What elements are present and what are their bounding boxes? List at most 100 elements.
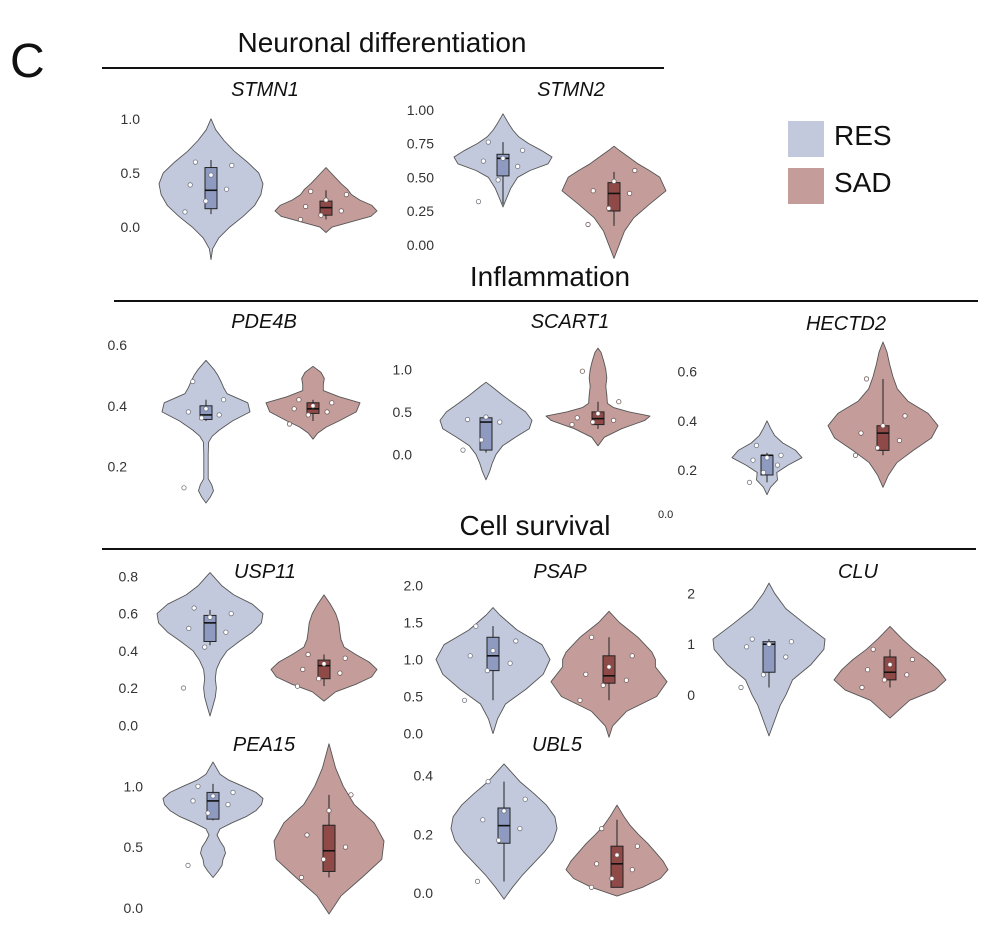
data-point bbox=[297, 216, 304, 223]
violin-panel-ubl5: UBL5 0.4 0.2 0.0 bbox=[414, 734, 669, 901]
data-point bbox=[190, 378, 196, 385]
y-tick-label: 0.2 bbox=[678, 462, 698, 478]
data-point bbox=[195, 783, 201, 789]
data-point bbox=[321, 661, 327, 667]
data-point bbox=[749, 636, 755, 642]
y-tick-label: 0.4 bbox=[678, 413, 698, 429]
data-point bbox=[588, 634, 595, 640]
gene-title-usp11: USP11 bbox=[234, 561, 296, 583]
data-point bbox=[180, 685, 187, 691]
data-point bbox=[478, 437, 484, 443]
data-point bbox=[229, 162, 235, 168]
y-tick-label: 1.5 bbox=[404, 614, 424, 630]
data-point bbox=[181, 485, 187, 491]
data-point bbox=[614, 852, 620, 858]
data-point bbox=[208, 172, 214, 178]
data-point bbox=[308, 188, 314, 194]
y-tick-label: 0.0 bbox=[393, 446, 413, 462]
data-point bbox=[579, 368, 586, 374]
data-point bbox=[302, 203, 309, 210]
data-point bbox=[294, 683, 301, 689]
data-point bbox=[203, 406, 209, 412]
data-point bbox=[496, 837, 502, 843]
y-tick-label: 0.0 bbox=[404, 726, 424, 742]
y-tick-label: 1.0 bbox=[404, 652, 424, 668]
data-point bbox=[881, 677, 888, 683]
y-tick-label: 0.50 bbox=[407, 169, 434, 185]
data-point bbox=[490, 647, 496, 654]
gene-title-psap: PSAP bbox=[533, 561, 587, 583]
data-point bbox=[764, 455, 770, 461]
data-point bbox=[323, 197, 329, 203]
gene-title-ubl5: UBL5 bbox=[532, 734, 583, 756]
data-point bbox=[202, 644, 208, 650]
data-point bbox=[599, 825, 605, 832]
data-point bbox=[766, 641, 772, 647]
data-point bbox=[738, 684, 744, 691]
data-point bbox=[224, 186, 230, 192]
y-tick-label: 1.00 bbox=[407, 102, 434, 118]
data-point bbox=[600, 682, 606, 689]
data-point bbox=[187, 182, 193, 188]
data-point bbox=[626, 190, 633, 196]
data-point bbox=[186, 625, 192, 632]
data-point bbox=[320, 856, 327, 862]
data-point bbox=[310, 403, 316, 409]
gene-title-scart1: SCART1 bbox=[531, 311, 610, 333]
legend-label-sad: SAD bbox=[834, 167, 892, 198]
y-tick-label: 0.0 bbox=[124, 900, 144, 916]
data-point bbox=[583, 671, 589, 677]
y-tick-label: 0.2 bbox=[108, 459, 128, 475]
box-sad-ubl5 bbox=[610, 845, 624, 888]
legend-label-res: RES bbox=[834, 120, 892, 151]
data-point bbox=[629, 653, 635, 659]
data-point bbox=[203, 198, 209, 204]
data-point bbox=[904, 672, 910, 678]
data-point bbox=[515, 163, 521, 169]
y-tick-label: 0.25 bbox=[407, 203, 434, 219]
data-point bbox=[590, 188, 596, 194]
y-tick-label: 1.0 bbox=[393, 361, 413, 377]
gene-title-stmn2: STMN2 bbox=[537, 79, 605, 101]
data-point bbox=[623, 677, 630, 683]
y-tick-label: 0 bbox=[687, 687, 695, 703]
box-sad-clu bbox=[883, 656, 897, 681]
y-tick-label: 0.5 bbox=[404, 689, 424, 705]
legend-swatch-sad bbox=[788, 168, 824, 204]
data-point bbox=[192, 159, 198, 165]
data-point bbox=[522, 796, 528, 802]
gene-title-pea15: PEA15 bbox=[233, 734, 296, 756]
y-tick-label: 0.2 bbox=[119, 680, 139, 696]
data-point bbox=[858, 430, 864, 436]
data-point bbox=[223, 629, 229, 635]
data-point bbox=[329, 400, 335, 406]
data-point bbox=[609, 875, 615, 882]
section-title-inflammation: Inflammation bbox=[470, 261, 630, 292]
data-point bbox=[611, 178, 617, 184]
box-res-psap bbox=[486, 636, 500, 672]
data-point bbox=[616, 399, 622, 405]
violin-res-pde4b bbox=[161, 359, 251, 504]
data-point bbox=[859, 684, 865, 691]
data-point bbox=[632, 167, 638, 174]
violin-panel-stmn2: STMN2 1.00 0.75 0.50 0.25 0.00 bbox=[407, 79, 667, 259]
data-point bbox=[750, 457, 756, 463]
violin-panel-clu: CLU 2 1 0 bbox=[687, 561, 947, 737]
box-sad-pea15 bbox=[322, 824, 336, 872]
data-point bbox=[480, 817, 486, 823]
data-point bbox=[887, 661, 893, 668]
data-point bbox=[606, 205, 612, 211]
y-tick-label: 0.5 bbox=[121, 165, 141, 181]
data-point bbox=[316, 676, 322, 682]
data-point bbox=[593, 861, 600, 867]
data-point bbox=[874, 445, 881, 451]
data-point bbox=[338, 208, 344, 214]
data-point bbox=[774, 462, 781, 468]
data-point bbox=[324, 409, 330, 415]
data-point bbox=[870, 646, 876, 652]
y-tick-label: 0.6 bbox=[678, 364, 698, 380]
violin-panel-pde4b: PDE4B 0.6 0.4 0.2 bbox=[108, 311, 361, 504]
y-tick-label: 2 bbox=[687, 585, 695, 601]
data-point bbox=[225, 801, 231, 808]
